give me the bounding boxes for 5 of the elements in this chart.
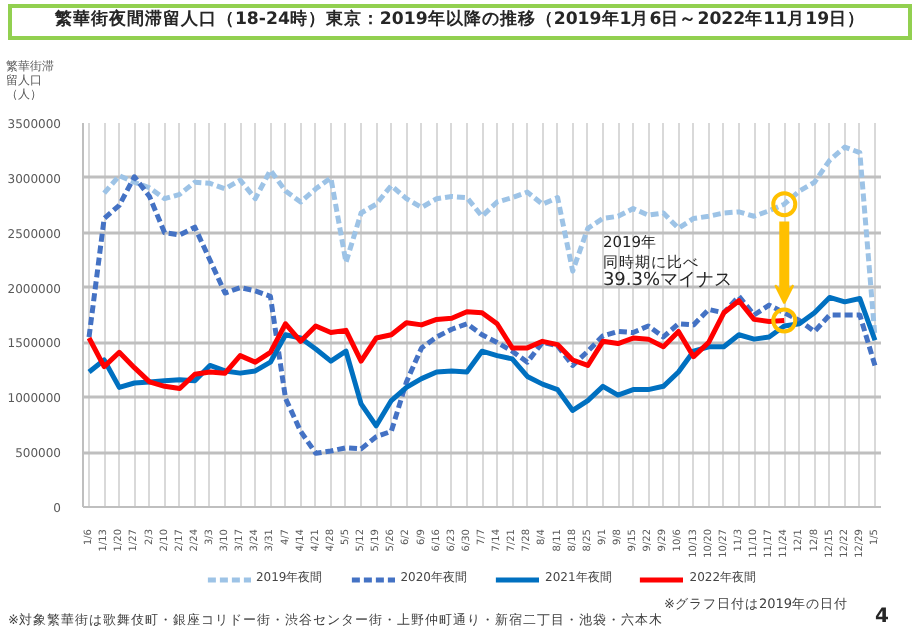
- line-series: [86, 298, 787, 392]
- chart-title: 繁華街夜間滞留人口（18-24時）東京：2019年以降の推移（2019年1月6日～2022年11月19日）: [54, 8, 866, 34]
- line-series: [86, 294, 878, 429]
- text: 4: [875, 604, 889, 632]
- annotation: 39.3%マイナス: [602, 270, 733, 291]
